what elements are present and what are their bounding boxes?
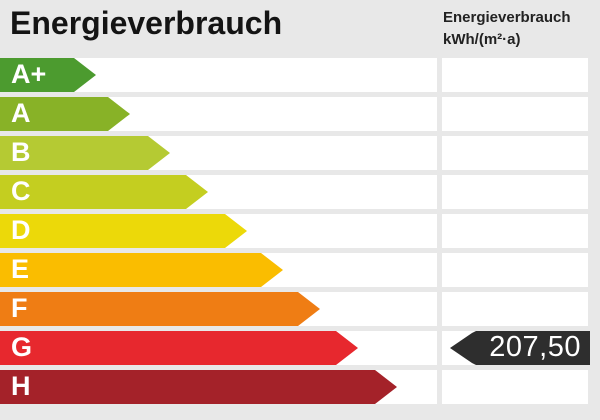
grade-letter: E [11,253,30,284]
grade-letter: A+ [11,58,47,89]
value-cell: 207,50 [442,331,588,365]
grade-row-C: C [0,175,600,209]
grade-row-A+: A+ [0,58,600,92]
value-cell [442,292,588,326]
grade-letter: A [11,97,31,128]
grade-row-B: B [0,136,600,170]
grade-row-F: F [0,292,600,326]
scale-rows: A+ A B C D E [0,58,600,404]
value-cell [442,58,588,92]
grade-letter: B [11,136,31,167]
grade-arrow: A [0,97,130,131]
value-cell [442,370,588,404]
value-cell [442,136,588,170]
grade-arrow: B [0,136,170,170]
unit-label-line1: Energieverbrauch [443,9,571,26]
grade-row-G: 207,50 G [0,331,600,365]
value-marker-tag: 207,50 [450,331,590,365]
grade-row-H: H [0,370,600,404]
grade-arrow: A+ [0,58,96,92]
value-cell [442,97,588,131]
grade-arrow: F [0,292,320,326]
grade-letter: C [11,175,31,206]
unit-label: Energieverbrauch kWh/(m²·a) [443,7,571,51]
value-marker-text: 207,50 [489,330,581,363]
page-title: Energieverbrauch [10,5,283,41]
grade-letter: D [11,214,31,245]
unit-label-line2: kWh/(m²·a) [443,30,521,48]
grade-letter: G [11,331,33,362]
grade-row-A: A [0,97,600,131]
grade-arrow: G [0,331,358,365]
grade-arrow: E [0,253,283,287]
grade-letter: H [11,370,31,401]
grade-arrow: D [0,214,247,248]
grade-letter: F [11,292,28,323]
value-cell [442,175,588,209]
grade-arrow: H [0,370,397,404]
grade-arrow: C [0,175,208,209]
grade-row-E: E [0,253,600,287]
value-cell [442,214,588,248]
value-cell [442,253,588,287]
grade-row-D: D [0,214,600,248]
